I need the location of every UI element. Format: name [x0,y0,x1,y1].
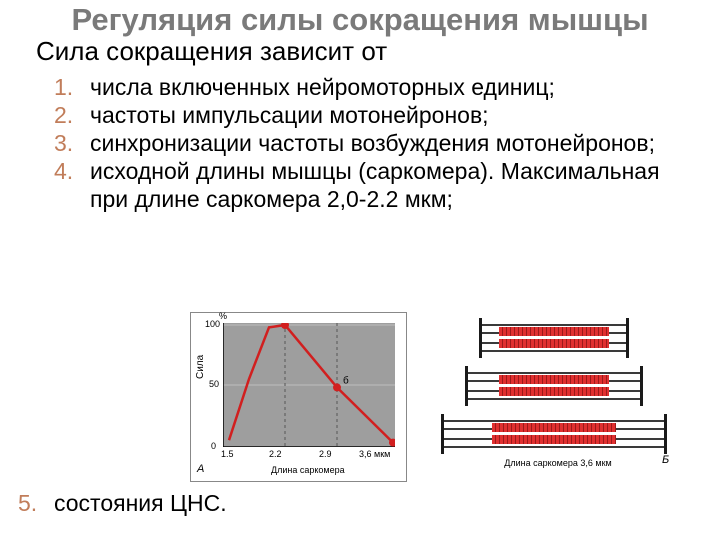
panel-label-a: А [197,463,204,475]
xtick: 2.2 [269,449,282,459]
ytick: 0 [211,441,216,451]
x-axis-title: Длина саркомера [271,465,345,475]
ytick: 100 [205,319,220,329]
svg-text:б: б [343,374,349,386]
slide-subtitle: Сила сокращения зависит от [30,36,690,67]
force-length-chart: абв [223,323,395,447]
figure: А Сила Длина саркомера абв 0 50 100 % 1.… [190,312,690,482]
list-text: состояния ЦНС. [54,490,227,516]
y-unit: % [219,311,227,321]
list-number: 1. [54,73,82,101]
xtick: 2.9 [319,449,332,459]
list-item: 2. частоты импульсации мотонейронов; [54,101,690,129]
list-number: 3. [54,129,82,157]
slide-title: Регуляция силы сокращения мышцы [30,0,690,38]
list-number: 2. [54,101,82,129]
list-item: 5. состояния ЦНС. [54,490,227,517]
list-item: 3. синхронизации частоты возбуждения мот… [54,129,690,157]
xtick: 3,6 мкм [359,449,390,459]
list-number: 4. [54,157,82,185]
list-item: 4. исходной длины мышцы (саркомера). Мак… [54,157,690,213]
xtick: 1.5 [221,449,234,459]
y-axis-title: Сила [195,355,206,379]
list-text: исходной длины мышцы (саркомера). Максим… [90,158,660,212]
bullet-list: 1. числа включенных нейромоторных единиц… [30,73,690,213]
list-item: 1. числа включенных нейромоторных единиц… [54,73,690,101]
list-text: частоты импульсации мотонейронов; [90,102,489,128]
chart-frame: А Сила Длина саркомера абв 0 50 100 % 1.… [190,312,407,482]
list-number: 5. [18,490,37,517]
sarcomere-diagrams: БДлина саркомера 3,6 мкм [438,316,670,480]
list-text: числа включенных нейромоторных единиц; [90,74,555,100]
ytick: 50 [209,379,219,389]
list-text: синхронизации частоты возбуждения мотоне… [90,130,655,156]
svg-text:а: а [291,323,297,324]
